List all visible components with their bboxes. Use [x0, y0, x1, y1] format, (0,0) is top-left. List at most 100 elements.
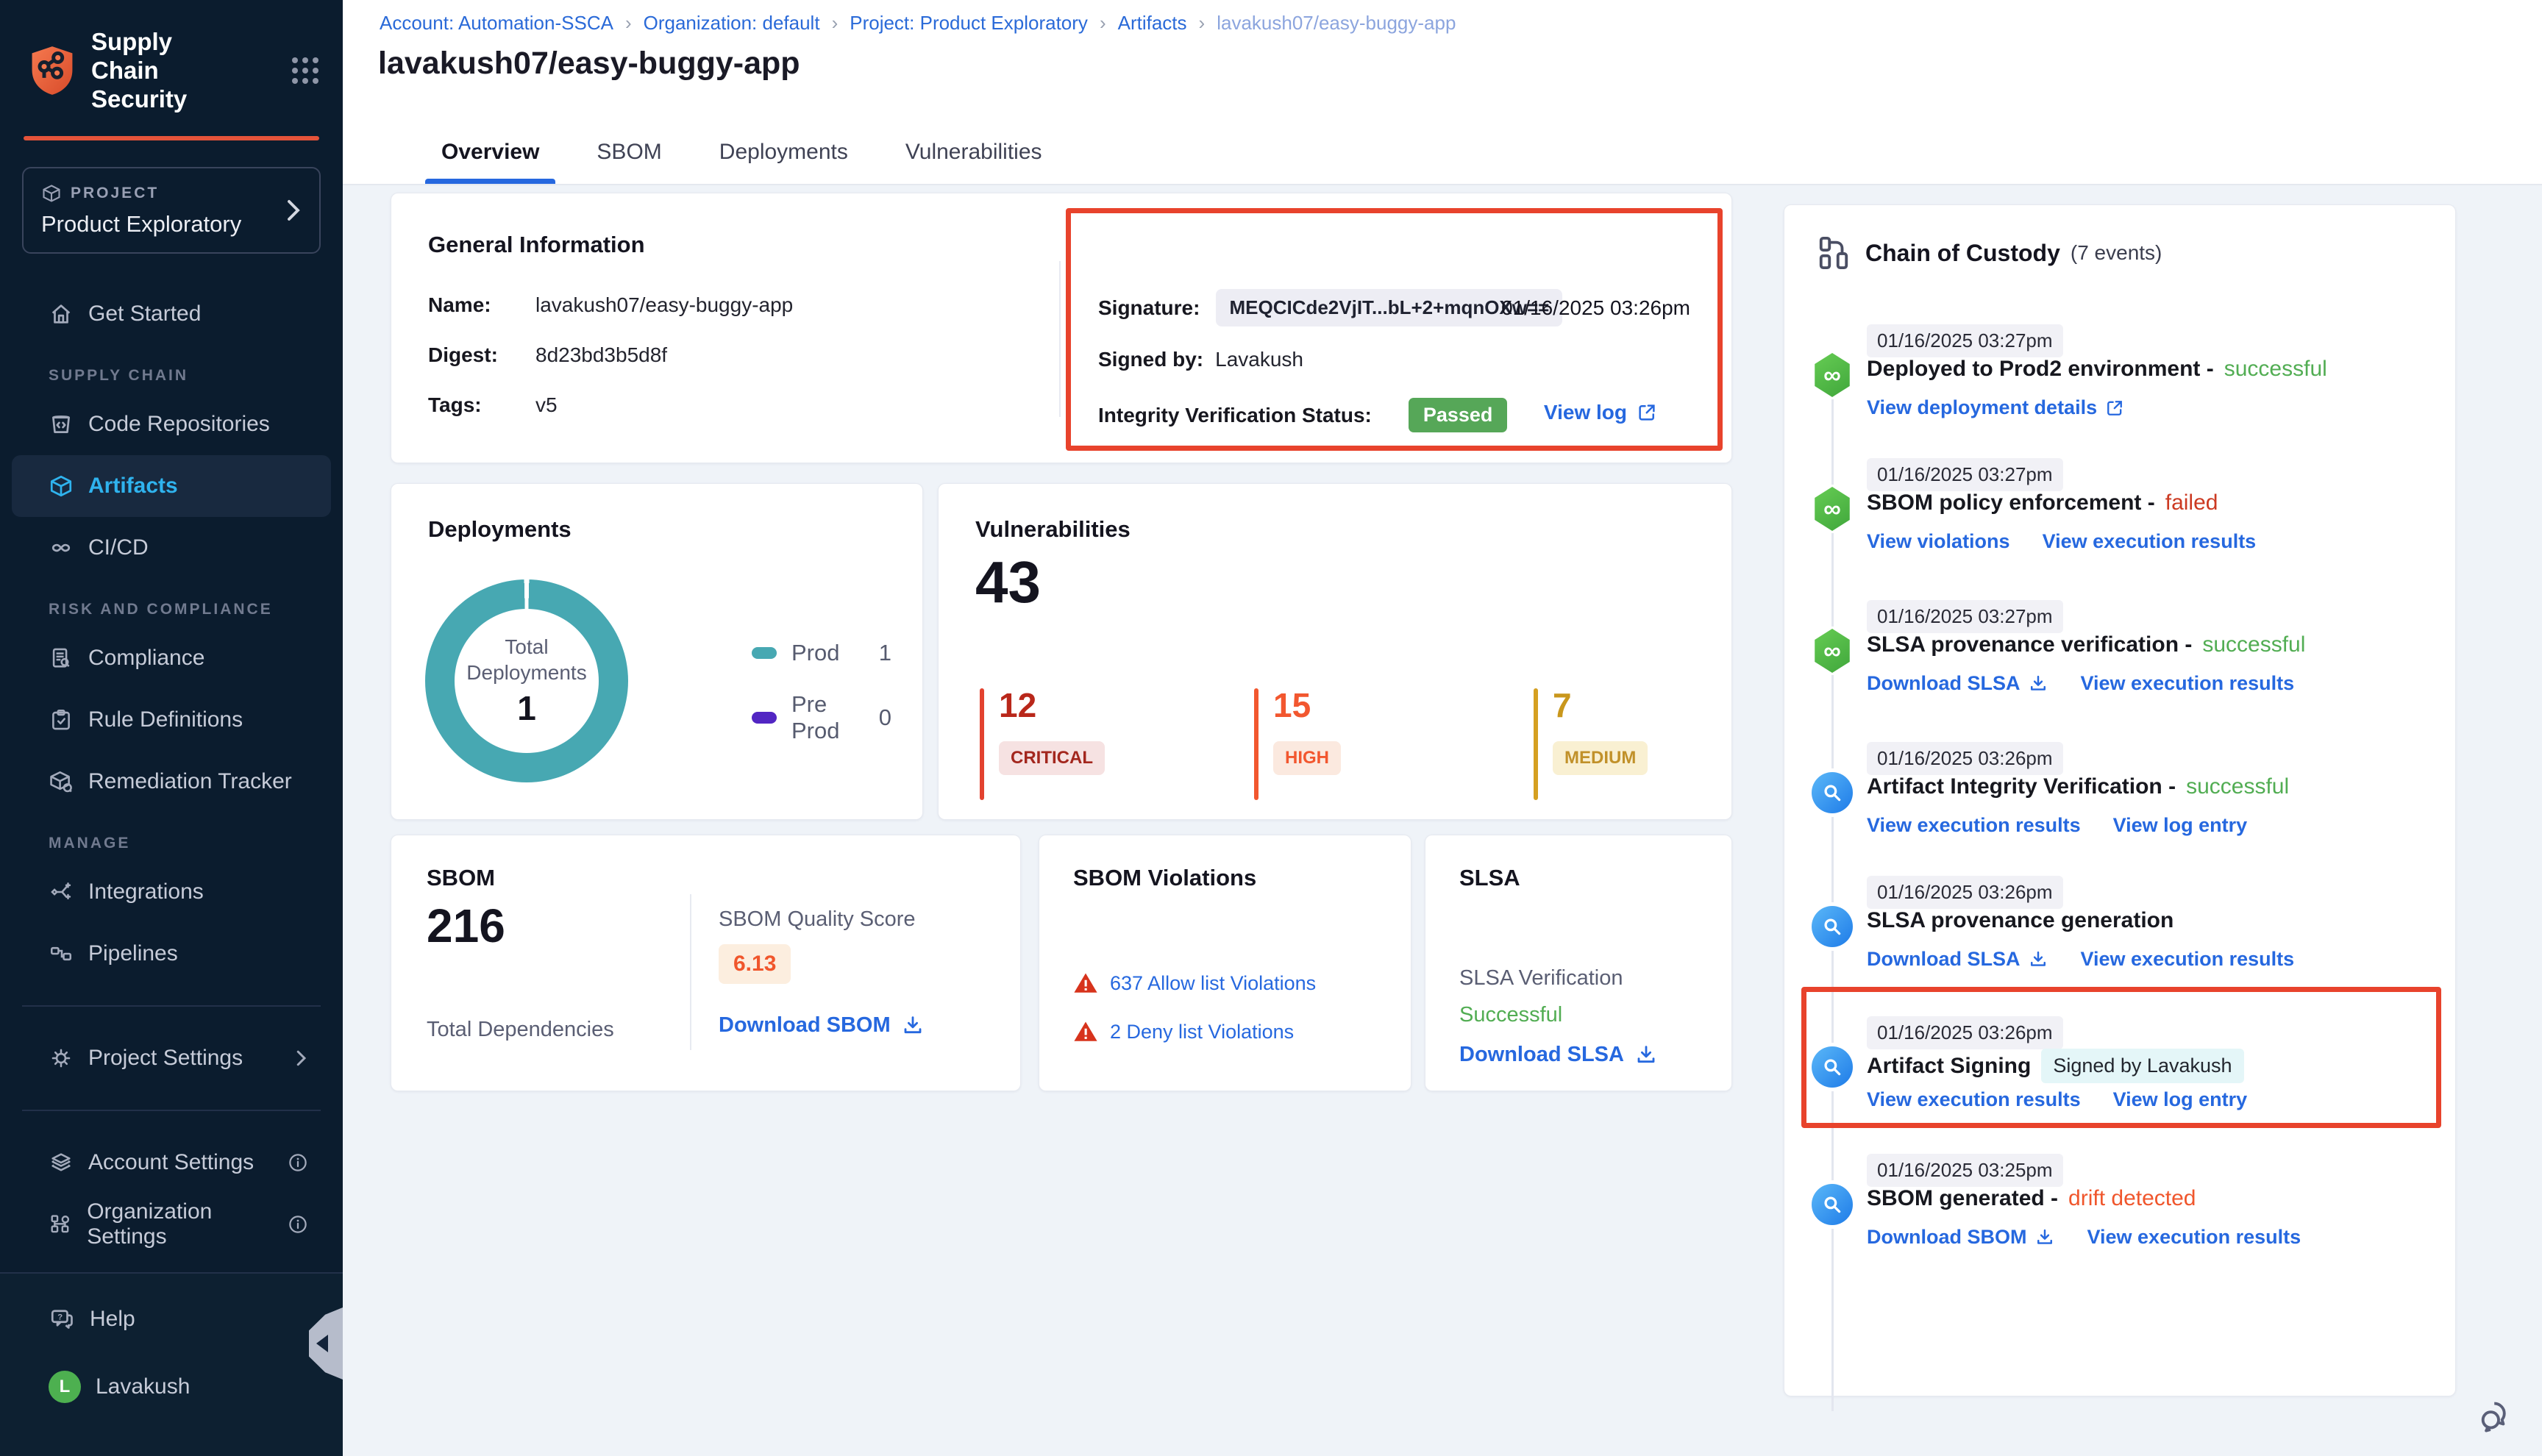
sidebar-item-pipelines[interactable]: Pipelines: [12, 923, 331, 985]
divider: [1059, 261, 1061, 417]
view-log-entry-link[interactable]: View log entry: [2113, 1088, 2248, 1111]
signed-by-badge: Signed by Lavakush: [2041, 1049, 2243, 1083]
sidebar-user[interactable]: L Lavakush: [12, 1356, 331, 1418]
info-icon[interactable]: [287, 1213, 309, 1235]
info-icon[interactable]: [287, 1152, 309, 1174]
breadcrumb-current[interactable]: lavakush07/easy-buggy-app: [1217, 12, 1456, 35]
download-icon[interactable]: [1634, 1043, 1658, 1067]
external-link-icon[interactable]: [2104, 398, 2125, 418]
sidebar-item-label: Pipelines: [88, 941, 178, 966]
sidebar-item-code-repositories[interactable]: Code Repositories: [12, 393, 331, 455]
name-label: Name:: [428, 293, 510, 317]
sidebar-item-remediation-tracker[interactable]: Remediation Tracker: [12, 751, 331, 813]
custody-event-sbom-policy: 01/16/2025 03:27pm ∞ SBOM policy enforce…: [1784, 458, 2455, 576]
view-execution-results-link[interactable]: View execution results: [2081, 672, 2295, 695]
tab-overview[interactable]: Overview: [425, 121, 555, 184]
sidebar-item-organization-settings[interactable]: Organization Settings: [12, 1193, 331, 1255]
sidebar-item-integrations[interactable]: Integrations: [12, 861, 331, 923]
legend-item-prod: Prod 1: [752, 640, 891, 666]
sidebar-item-artifacts[interactable]: Artifacts: [12, 455, 331, 517]
allow-list-violations-link[interactable]: 637 Allow list Violations: [1110, 972, 1316, 995]
view-log-entry-link[interactable]: View log entry: [2113, 814, 2248, 837]
signed-by-value: Lavakush: [1215, 348, 1303, 371]
external-link-icon[interactable]: [1636, 402, 1658, 424]
help-chat-icon: ?: [49, 1306, 75, 1332]
sbom-total-dependencies: 216: [427, 899, 505, 953]
event-status: successful: [2202, 632, 2305, 657]
sidebar-item-get-started[interactable]: Get Started: [12, 283, 331, 345]
download-icon[interactable]: [2034, 1227, 2055, 1248]
logo-row: Supply Chain Security: [0, 0, 343, 114]
sidebar-item-account-settings[interactable]: Account Settings: [12, 1132, 331, 1193]
view-execution-results-link[interactable]: View execution results: [1867, 814, 2081, 837]
sidebar-item-project-settings[interactable]: Project Settings: [12, 1027, 331, 1089]
breadcrumb-artifacts[interactable]: Artifacts: [1118, 12, 1187, 35]
deny-list-violations-link[interactable]: 2 Deny list Violations: [1110, 1021, 1294, 1043]
sbom-quality-score: 6.13: [719, 944, 791, 984]
slsa-verification-status: Successful: [1459, 1003, 1562, 1027]
breadcrumb-account[interactable]: Account: Automation-SSCA: [380, 12, 613, 35]
download-icon[interactable]: [901, 1014, 925, 1038]
download-icon[interactable]: [2028, 674, 2048, 694]
svg-text:?: ?: [57, 1313, 63, 1321]
download-sbom-link[interactable]: Download SBOM: [719, 1013, 891, 1038]
download-slsa-link[interactable]: Download SLSA: [1867, 672, 2021, 695]
support-chat-icon[interactable]: [2476, 1394, 2521, 1440]
tab-vulnerabilities[interactable]: Vulnerabilities: [889, 121, 1058, 184]
project-name: Product Exploratory: [41, 211, 302, 238]
view-execution-results-link[interactable]: View execution results: [2043, 530, 2257, 553]
download-sbom-link[interactable]: Download SBOM: [1867, 1226, 2027, 1249]
card-title: SLSA: [1459, 865, 1520, 891]
chevron-right-icon: [284, 197, 303, 224]
pipeline-event-icon: ∞: [1812, 353, 1852, 397]
event-timestamp: 01/16/2025 03:27pm: [1867, 600, 2063, 633]
tab-sbom[interactable]: SBOM: [580, 121, 677, 184]
sidebar-item-label: Compliance: [88, 646, 204, 671]
card-title: General Information: [428, 232, 645, 258]
collapse-arrow-icon: [316, 1335, 328, 1352]
sidebar-item-cicd[interactable]: CI/CD: [12, 517, 331, 579]
pipelines-icon: [49, 941, 74, 966]
brand-accent-bar: [24, 136, 319, 140]
sidebar-bottom: ? Help L Lavakush: [0, 1272, 343, 1456]
breadcrumb: Account: Automation-SSCA › Organization:…: [380, 12, 1456, 35]
tags-value: v5: [535, 393, 558, 417]
tab-bar: Overview SBOM Deployments Vulnerabilitie…: [425, 121, 1083, 184]
severity-label-badge: HIGH: [1273, 741, 1341, 775]
view-execution-results-link[interactable]: View execution results: [2087, 1226, 2301, 1249]
view-log-link[interactable]: View log: [1544, 401, 1627, 424]
view-deployment-details-link[interactable]: View deployment details: [1867, 396, 2097, 419]
severity-label-badge: CRITICAL: [999, 741, 1105, 775]
user-name: Lavakush: [96, 1374, 190, 1399]
sidebar-item-rule-definitions[interactable]: Rule Definitions: [12, 689, 331, 751]
module-grid-icon[interactable]: [290, 55, 321, 86]
breadcrumb-separator: ›: [1199, 12, 1206, 35]
event-timestamp: 01/16/2025 03:25pm: [1867, 1154, 2063, 1187]
breadcrumb-organization[interactable]: Organization: default: [644, 12, 820, 35]
account-settings-icon: [49, 1150, 74, 1175]
card-title: Deployments: [428, 516, 572, 543]
sidebar: Supply Chain Security PROJECT Product Ex…: [0, 0, 343, 1456]
download-slsa-link[interactable]: Download SLSA: [1867, 948, 2021, 971]
sbom-card: SBOM 216 Total Dependencies SBOM Quality…: [391, 835, 1021, 1091]
tab-deployments[interactable]: Deployments: [703, 121, 864, 184]
donut-center-label: Total Deployments: [464, 634, 589, 685]
signature-label: Signature:: [1098, 296, 1200, 320]
digest-label: Digest:: [428, 343, 510, 367]
event-title: Artifact Signing: [1867, 1054, 2031, 1079]
rule-definitions-clipboard-icon: [49, 707, 74, 732]
project-selector[interactable]: PROJECT Product Exploratory: [22, 167, 321, 254]
download-slsa-link[interactable]: Download SLSA: [1459, 1043, 1624, 1067]
compliance-document-icon: [49, 646, 74, 671]
view-violations-link[interactable]: View violations: [1867, 530, 2010, 553]
download-icon[interactable]: [2028, 949, 2048, 970]
sidebar-item-compliance[interactable]: Compliance: [12, 627, 331, 689]
view-execution-results-link[interactable]: View execution results: [2081, 948, 2295, 971]
view-execution-results-link[interactable]: View execution results: [1867, 1088, 2081, 1111]
event-timestamp: 01/16/2025 03:26pm: [1867, 876, 2063, 909]
remediation-tracker-icon: [49, 769, 74, 794]
severity-bar: [1534, 688, 1538, 800]
home-icon: [49, 301, 74, 326]
sidebar-item-help[interactable]: ? Help: [12, 1288, 331, 1350]
breadcrumb-project[interactable]: Project: Product Exploratory: [850, 12, 1088, 35]
